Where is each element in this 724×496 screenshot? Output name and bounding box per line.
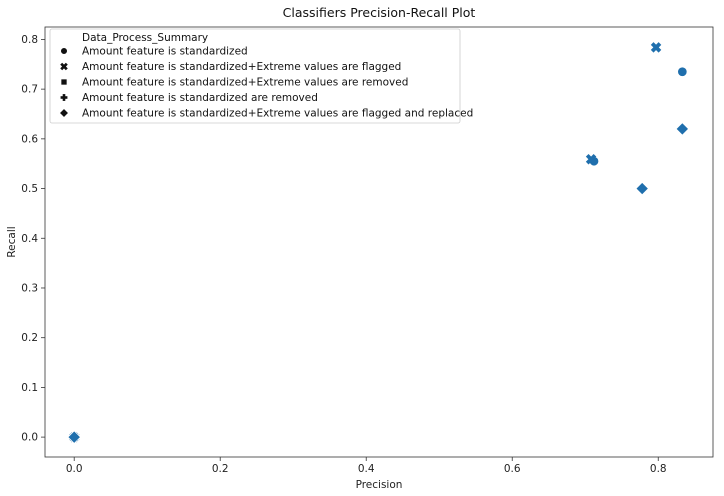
legend-marker-x (60, 62, 68, 71)
legend-marker-diamond (58, 107, 70, 119)
y-tick-label: 0.5 (21, 183, 38, 195)
y-tick-label: 0.1 (21, 382, 38, 394)
legend-label: Amount feature is standardized+Extreme v… (82, 77, 408, 89)
data-points (67, 42, 690, 444)
x-point (585, 153, 597, 165)
legend-label: Amount feature is standardized (82, 46, 248, 58)
y-tick-label: 0.0 (21, 432, 38, 444)
chart-title: Classifiers Precision-Recall Plot (283, 5, 476, 20)
legend-marker-square (60, 78, 68, 86)
x-point (650, 42, 662, 53)
diamond-point (67, 430, 82, 444)
x-tick-label: 0.6 (504, 463, 521, 475)
diamond-point (635, 181, 650, 196)
x-axis: 0.0 0.2 0.4 0.6 0.8 (66, 457, 667, 475)
legend-box (49, 28, 461, 124)
legend: Data_Process_Summary Amount feature is s… (49, 28, 473, 124)
y-axis: 0.0 0.1 0.2 0.3 0.4 0.5 0.6 0.7 0.8 (21, 34, 45, 444)
y-tick-label: 0.2 (21, 332, 38, 344)
y-tick-label: 0.4 (21, 233, 38, 245)
legend-marker-circle (60, 47, 68, 55)
circle-point (677, 66, 688, 77)
x-tick-label: 0.8 (650, 463, 667, 475)
x-tick-label: 0.2 (212, 463, 229, 475)
diamond-point (675, 122, 690, 136)
legend-label: Amount feature is standardized are remov… (82, 92, 318, 104)
x-axis-label: Precision (356, 479, 403, 491)
legend-label: Amount feature is standardized+Extreme v… (82, 108, 473, 120)
legend-label: Amount feature is standardized+Extreme v… (82, 61, 401, 73)
legend-title: Data_Process_Summary (82, 32, 208, 44)
legend-marker-plus (60, 94, 68, 101)
legend-items: Amount feature is standardized Amount fea… (58, 46, 473, 120)
y-tick-label: 0.8 (21, 34, 38, 46)
x-tick-label: 0.4 (358, 463, 375, 475)
y-tick-label: 0.6 (21, 133, 38, 145)
y-axis-label: Recall (6, 226, 18, 257)
y-tick-label: 0.7 (21, 84, 38, 96)
x-tick-label: 0.0 (66, 463, 83, 475)
y-tick-label: 0.3 (21, 282, 38, 294)
plot-frame (44, 26, 714, 458)
